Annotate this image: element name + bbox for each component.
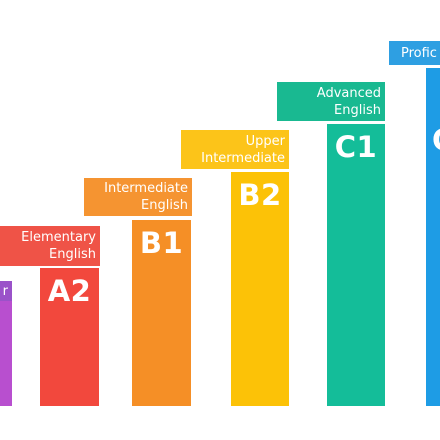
level-label-b1-line1: Intermediate [104,181,188,196]
level-label-b1-line2: English [141,198,188,213]
level-bar-b2: B2 [231,172,289,406]
level-bar-a2: A2 [40,268,99,406]
level-label-c1-line2: English [334,102,381,118]
level-label-a2-line2: English [49,247,96,262]
level-label-c1: Advanced English [277,82,385,121]
level-label-a2-line1: Elementary [21,230,96,245]
level-label-b2-line2: Intermediate [201,150,285,166]
level-label-a2: Elementary English [0,226,100,266]
level-label-a1-line1: r [2,283,8,299]
level-label-c2-line1: Profic [401,45,437,61]
level-code-c1: C1 [334,130,378,164]
level-code-a2: A2 [47,274,92,308]
level-code-b2: B2 [238,178,282,212]
level-label-a1: r [0,281,12,301]
level-code-c2: C [432,126,440,155]
level-bar-b1: B1 [132,220,191,406]
level-bar-a1 [0,300,12,406]
level-label-b2: Upper Intermediate [181,130,289,169]
level-bar-c1: C1 [327,124,385,406]
level-label-b2-line1: Upper [245,133,285,149]
level-code-b1: B1 [139,226,184,260]
level-label-c2: Profic [389,41,440,65]
level-label-c1-line1: Advanced [316,85,381,101]
level-label-b1: Intermediate English [84,178,192,216]
level-bar-c2: C [426,68,440,406]
